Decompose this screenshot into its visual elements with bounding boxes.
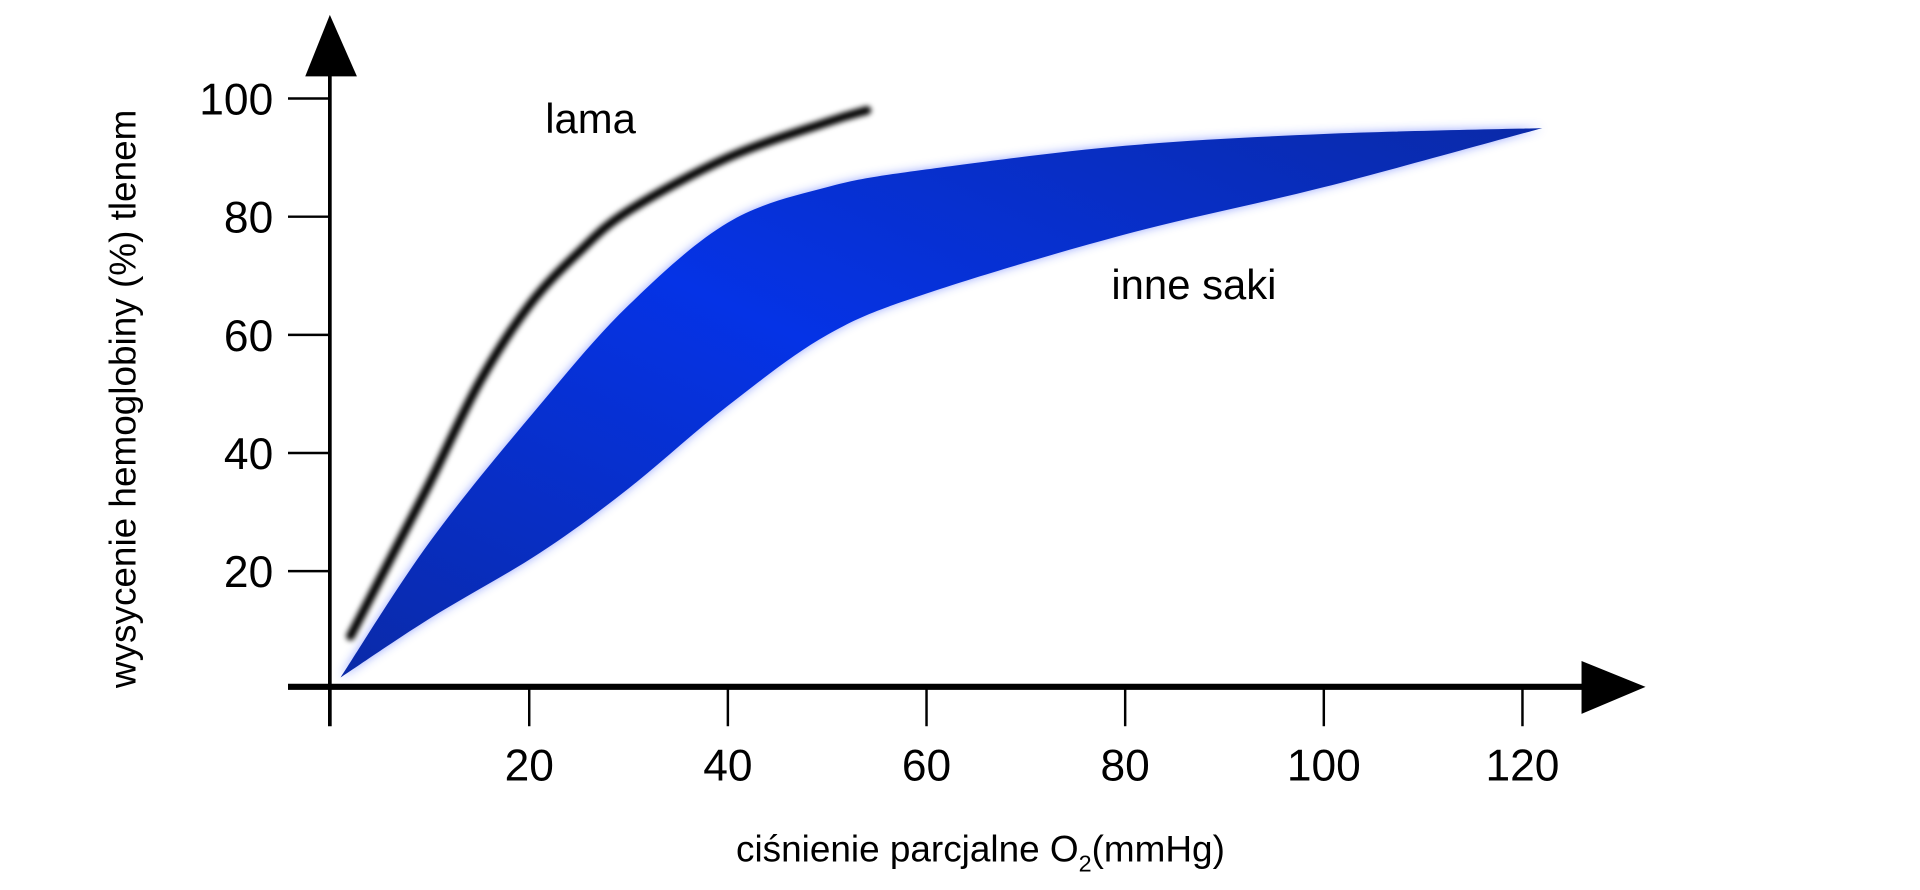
ticks: 20 40 60 80 100 120 20 40 60 80 100	[199, 76, 1559, 791]
x-axis-label-sub: 2	[1079, 850, 1092, 876]
line-layer	[346, 106, 872, 641]
x-axis-label-unit: (mmHg)	[1092, 829, 1225, 870]
x-tick-label: 20	[505, 741, 554, 790]
y-axis-label: wysycenie hemoglobiny (%) tlenem	[102, 110, 143, 689]
x-tick-label: 60	[902, 741, 951, 790]
x-tick-label: 40	[703, 741, 752, 790]
x-axis-label: ciśnienie parcjalne O2(mmHg)	[736, 829, 1225, 877]
y-tick-label: 60	[224, 312, 273, 361]
y-tick-label: 80	[224, 194, 273, 243]
y-axis-arrow	[305, 14, 357, 77]
y-tick-label: 100	[199, 76, 273, 125]
axes	[288, 14, 1646, 727]
y-tick-label: 20	[224, 548, 273, 597]
series-label-lama: lama	[545, 95, 636, 142]
line-lama	[346, 106, 872, 641]
series-label-inne-saki: inne saki	[1111, 261, 1276, 308]
x-tick-label: 120	[1486, 741, 1560, 790]
x-tick-label: 100	[1287, 741, 1361, 790]
x-axis-label-main: ciśnienie parcjalne O	[736, 829, 1079, 870]
y-tick-label: 40	[224, 430, 273, 479]
x-axis-arrow	[1581, 661, 1646, 714]
band-layer	[340, 128, 1543, 678]
x-tick-label: 80	[1101, 741, 1150, 790]
band-inne-saki	[340, 128, 1543, 678]
